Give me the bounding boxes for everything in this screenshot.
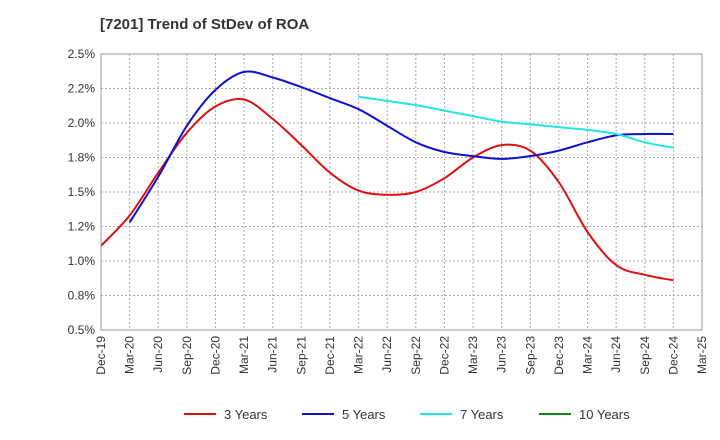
x-tick-label: Dec-24 <box>666 336 680 375</box>
legend-item-7-years: 7 Years <box>420 407 504 422</box>
y-tick-label: 1.8% <box>68 151 96 165</box>
x-tick-label: Mar-24 <box>581 336 595 374</box>
y-tick-label: 1.5% <box>68 185 96 199</box>
x-tick-label: Mar-21 <box>237 336 251 374</box>
series-layer <box>100 70 674 282</box>
series-line-5-years <box>128 70 674 223</box>
chart-title: [7201] Trend of StDev of ROA <box>100 16 310 33</box>
y-tick-label: 2.2% <box>68 82 96 96</box>
x-tick-label: Jun-23 <box>495 336 509 373</box>
x-tick-label: Mar-22 <box>352 336 366 374</box>
y-tick-label: 2.5% <box>68 47 96 61</box>
y-tick-label: 2.0% <box>68 116 96 130</box>
x-tick-label: Dec-19 <box>94 336 108 375</box>
plot-frame <box>100 53 703 331</box>
x-tick-label: Jun-24 <box>609 336 623 373</box>
x-tick-label: Jun-22 <box>380 336 394 373</box>
legend-label: 10 Years <box>579 407 630 422</box>
x-tick-label: Sep-24 <box>638 336 652 375</box>
legend-item-10-years: 10 Years <box>539 407 630 422</box>
x-tick-labels: Dec-19 Mar-20 Jun-20 Sep-20 Dec-20 Mar-21 Jun-… <box>94 336 709 375</box>
y-tick-labels: 0.5% 0.8% 1.0% 1.2% 1.5% 1.8% 2.0% 2.2% 2.5% <box>68 47 96 337</box>
x-tick-label: Mar-25 <box>695 336 709 374</box>
x-tick-label: Sep-23 <box>523 336 537 375</box>
legend-label: 3 Years <box>224 407 268 422</box>
x-tick-label: Dec-22 <box>437 336 451 375</box>
x-tick-label: Mar-23 <box>466 336 480 374</box>
x-tick-label: Jun-21 <box>266 336 280 373</box>
y-tick-label: 1.0% <box>68 254 96 268</box>
legend: 3 Years 5 Years 7 Years 10 Years <box>184 407 630 422</box>
legend-item-5-years: 5 Years <box>302 407 386 422</box>
legend-item-3-years: 3 Years <box>184 407 268 422</box>
x-tick-label: Sep-20 <box>180 336 194 375</box>
x-tick-label: Sep-22 <box>409 336 423 375</box>
y-tick-label: 0.8% <box>68 289 96 303</box>
series-line-7-years <box>358 95 674 149</box>
y-tick-label: 0.5% <box>68 323 96 337</box>
x-tick-label: Mar-20 <box>123 336 137 374</box>
legend-label: 7 Years <box>460 407 504 422</box>
series-line-3-years <box>100 97 674 282</box>
x-tick-label: Dec-23 <box>552 336 566 375</box>
x-tick-label: Dec-21 <box>323 336 337 375</box>
x-tick-label: Dec-20 <box>208 336 222 375</box>
y-tick-label: 1.2% <box>68 220 96 234</box>
grid-layer <box>101 54 702 330</box>
x-tick-label: Sep-21 <box>294 336 308 375</box>
legend-label: 5 Years <box>342 407 386 422</box>
x-tick-label: Jun-20 <box>151 336 165 373</box>
